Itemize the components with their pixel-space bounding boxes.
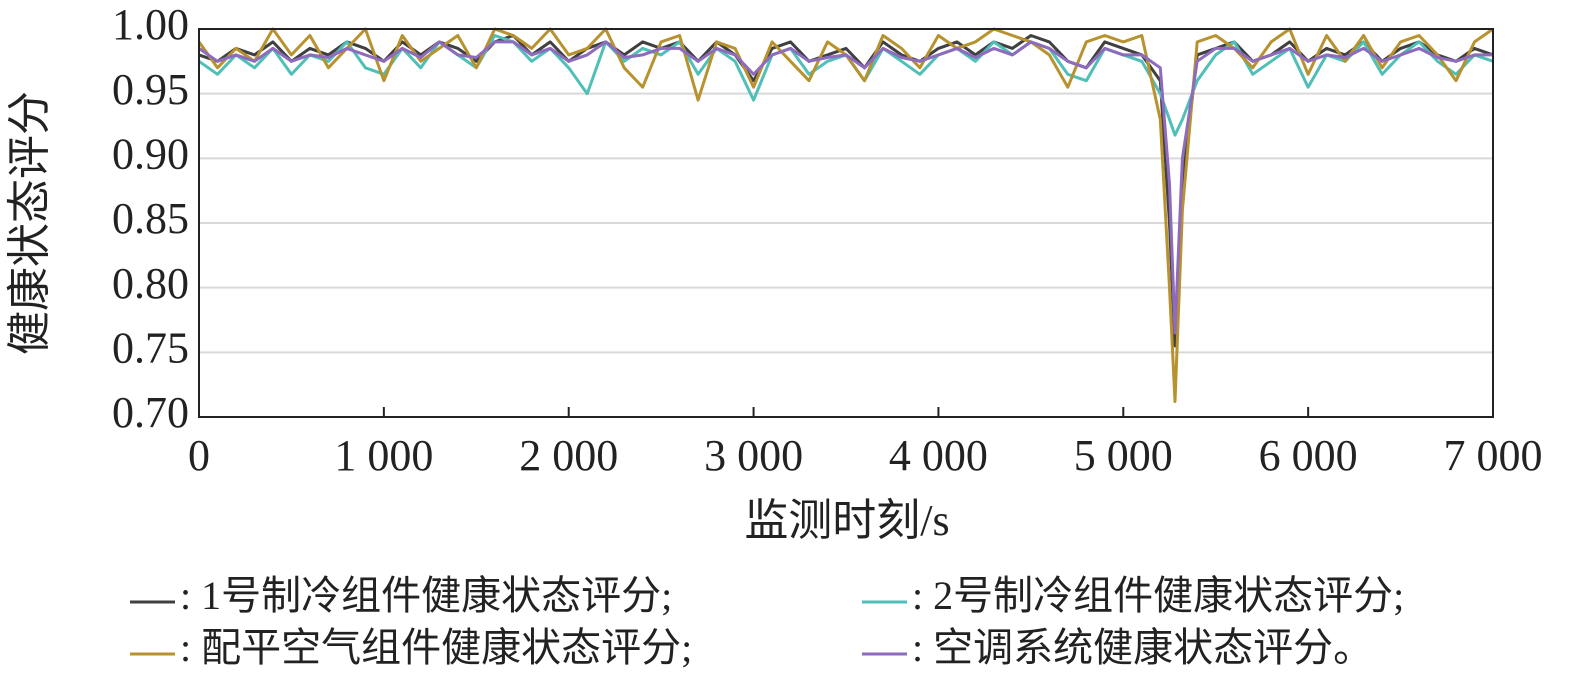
legend-label: : 1号制冷组件健康状态评分; <box>180 573 672 618</box>
y-tick-label: 0.75 <box>112 323 189 372</box>
series-line <box>198 34 1494 348</box>
x-tick-label: 0 <box>188 431 210 480</box>
y-tick-label: 0.80 <box>112 259 189 308</box>
x-axis-label: 监测时刻/s <box>744 496 949 545</box>
y-tick-label: 1.00 <box>112 0 189 49</box>
legend-label: : 空调系统健康状态评分。 <box>912 625 1373 670</box>
legend-label: : 2号制冷组件健康状态评分; <box>912 573 1404 618</box>
x-tick-label: 1 000 <box>334 431 433 480</box>
x-tick-label: 4 000 <box>889 431 988 480</box>
plot-frame <box>198 28 1494 418</box>
x-tick-label: 2 000 <box>519 431 618 480</box>
y-tick-label: 0.85 <box>112 194 189 243</box>
legend-label: : 配平空气组件健康状态评分; <box>180 625 692 670</box>
x-tick-label: 7 000 <box>1444 431 1543 480</box>
y-axis-label: 健康状态评分 <box>5 91 54 355</box>
series-line <box>198 40 1493 335</box>
y-tick-label: 0.90 <box>112 129 189 178</box>
x-tick-label: 3 000 <box>704 431 803 480</box>
series-line <box>197 27 1494 403</box>
y-tick-label: 0.70 <box>112 388 189 437</box>
x-tick-label: 6 000 <box>1259 431 1358 480</box>
y-tick-label: 0.95 <box>112 65 189 114</box>
x-tick-label: 5 000 <box>1074 431 1173 480</box>
